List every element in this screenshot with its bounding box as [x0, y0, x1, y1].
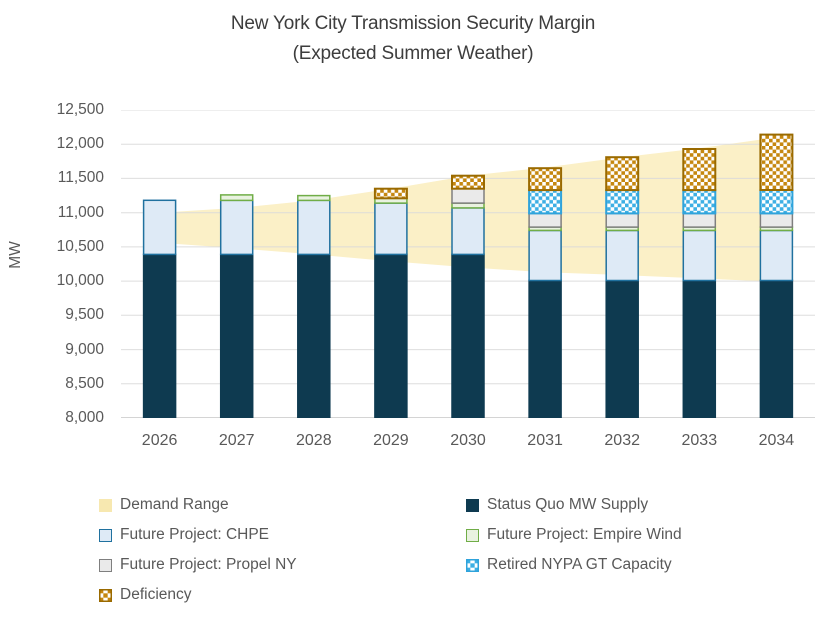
- bar-segment: [759, 279, 794, 418]
- bar-segment: [528, 229, 562, 282]
- bar-segment: [759, 133, 794, 192]
- bar-segment: [528, 167, 563, 192]
- bar-group-2032: [605, 156, 640, 418]
- legend-swatch-deficiency: [99, 588, 112, 602]
- legend-item: Future Project: Propel NY: [99, 550, 297, 580]
- x-tick-label: 2033: [681, 432, 718, 449]
- legend-swatch-empirewind: [466, 528, 479, 542]
- bar-segment: [605, 212, 639, 228]
- y-tick-label: 12,000: [56, 135, 104, 153]
- legend-label: Future Project: Empire Wind: [487, 526, 682, 543]
- bar-group-2028: [297, 194, 331, 418]
- plot-svg: [121, 110, 815, 418]
- bar-group-2033: [682, 148, 717, 418]
- bar-segment: [528, 212, 562, 228]
- y-tick-label: 12,500: [56, 101, 104, 118]
- y-tick-label: 9,500: [65, 306, 104, 324]
- legend-item: Demand Range: [99, 490, 297, 520]
- bar-segment: [605, 156, 640, 192]
- bar-segment: [142, 253, 177, 418]
- chart-subtitle: (Expected Summer Weather): [292, 43, 534, 64]
- bar-segment: [451, 187, 485, 204]
- legend-swatch-chpe: [99, 528, 112, 542]
- bar-segment: [682, 148, 717, 192]
- chart-title: New York City Transmission Security Marg…: [230, 13, 596, 34]
- bar-segment: [682, 279, 717, 418]
- bar-segment: [759, 212, 794, 228]
- bar-segment: [682, 229, 717, 282]
- legend-label: Retired NYPA GT Capacity: [487, 556, 672, 573]
- legend-item: Deficiency: [99, 580, 297, 610]
- legend-item: Retired NYPA GT Capacity: [466, 550, 682, 580]
- bar-group-2029: [373, 187, 408, 418]
- bar-segment: [605, 229, 639, 282]
- legend-column-left: Demand Range Future Project: CHPE Future P…: [99, 490, 297, 610]
- legend-item: Future Project: CHPE: [99, 520, 297, 550]
- y-tick-label: 8,500: [65, 374, 104, 392]
- bar-segment: [759, 189, 794, 215]
- legend-column-right: Status Quo MW Supply Future Project: Empi…: [466, 490, 682, 580]
- legend-swatch-nypa: [466, 558, 479, 572]
- legend-label: Future Project: CHPE: [120, 526, 270, 543]
- y-tick-label: 8,000: [65, 409, 104, 426]
- legend-swatch-statusquo: [466, 498, 479, 512]
- bar-segment: [374, 253, 408, 418]
- legend-item: Future Project: Empire Wind: [466, 520, 682, 550]
- bar-segment: [373, 187, 408, 200]
- bar-segment: [451, 253, 485, 418]
- legend-label: Deficiency: [120, 586, 192, 603]
- bar-group-2031: [528, 167, 563, 418]
- bar-segment: [219, 194, 254, 202]
- legend-label: Demand Range: [120, 496, 229, 513]
- bar-segment: [297, 253, 331, 418]
- bar-group-2027: [219, 194, 254, 418]
- x-tick-label: 2027: [218, 432, 255, 449]
- y-tick-label: 11,500: [57, 169, 104, 187]
- bar-segment: [451, 207, 485, 256]
- bar-segment: [219, 199, 254, 256]
- y-tick-label: 10,000: [56, 272, 104, 290]
- bar-group-2034: [759, 133, 794, 418]
- bar-segment: [605, 279, 639, 418]
- x-tick-label: 2029: [373, 432, 409, 449]
- bar-segment: [605, 189, 640, 215]
- bar-segment: [682, 189, 717, 215]
- legend-item: Status Quo MW Supply: [466, 490, 682, 520]
- bar-segment: [219, 253, 254, 418]
- bar-segment: [142, 199, 177, 256]
- bar-group-2026: [142, 199, 177, 418]
- legend-swatch-propel: [99, 558, 112, 572]
- x-tick-label: 2034: [758, 432, 795, 449]
- bar-segment: [682, 212, 717, 228]
- legend-label: Future Project: Propel NY: [120, 556, 297, 573]
- bar-group-2030: [451, 174, 485, 418]
- y-tick-label: 11,000: [57, 203, 104, 221]
- y-tick-label: 10,500: [56, 237, 104, 255]
- legend-label: Status Quo MW Supply: [487, 496, 649, 513]
- x-tick-label: 2026: [141, 432, 178, 449]
- x-tick-label: 2028: [296, 432, 332, 449]
- bar-segment: [759, 229, 794, 282]
- bar-segment: [451, 174, 485, 190]
- x-tick-label: 2030: [450, 432, 486, 449]
- bar-segment: [297, 199, 331, 256]
- bar-segment: [297, 194, 331, 202]
- legend-swatch-band: [99, 498, 112, 512]
- bar-segment: [528, 279, 562, 418]
- bar-segment: [374, 202, 408, 256]
- y-tick-label: 9,000: [65, 340, 104, 358]
- x-tick-label: 2032: [604, 432, 640, 449]
- bar-segment: [528, 189, 563, 215]
- x-tick-label: 2031: [527, 432, 563, 449]
- plot-area: [121, 110, 815, 418]
